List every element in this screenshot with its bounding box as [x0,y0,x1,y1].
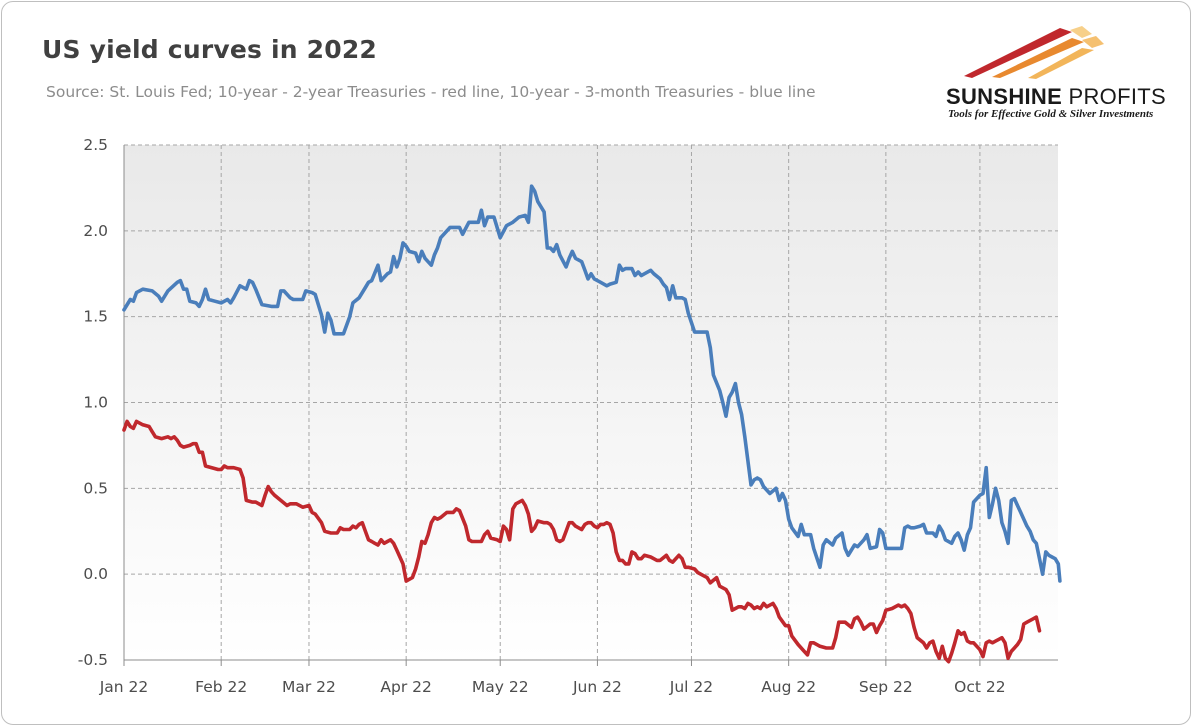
x-tick-label: Jan 22 [99,678,149,696]
series-group [122,184,1062,664]
y-tick-label: 0.0 [83,565,108,583]
logo-swoosh-gold-tip-2 [1082,36,1104,48]
y-tick-label: -0.5 [78,651,108,669]
x-tick-label: May 22 [472,678,529,696]
x-tick-label: Aug 22 [761,678,816,696]
logo-swoosh-gold-tip [1070,26,1092,38]
x-tick-label: Apr 22 [380,678,431,696]
x-tick-label: Jul 22 [669,678,713,696]
logo-name-bold: SUNSHINE [946,84,1063,109]
logo-swoosh-red [964,28,1072,78]
y-tick-label: 0.5 [83,479,108,497]
axes: 2.5 2.0 1.5 1.0 0.5 0.0 -0.5 Jan 22 Feb 22 Mar 22… [78,136,1058,696]
chart-subtitle: Source: St. Louis Fed; 10-year - 2-year … [46,83,816,101]
y-tick-label: 1.5 [83,308,108,326]
logo-name-regular: PROFITS [1068,84,1166,109]
gridlines [124,144,1058,661]
logo-tagline: Tools for Effective Gold & Silver Invest… [948,108,1154,120]
sunshine-profits-logo: SUNSHINE PROFITS Tools for Effective Gol… [932,20,1182,130]
logo-swoosh-orange [992,38,1084,78]
series-line-10y-3m [122,184,1062,583]
y-tick-label: 2.0 [83,222,108,240]
logo-name: SUNSHINE PROFITS [946,84,1166,110]
x-tick-label: Sep 22 [859,678,913,696]
logo-swoosh-gold [1028,48,1094,79]
chart-title: US yield curves in 2022 [42,35,378,64]
x-tick-label: Oct 22 [954,678,1005,696]
series-line-10y-2y [122,419,1042,664]
x-tick-label: Feb 22 [195,678,247,696]
x-tick-label: Jun 22 [572,678,622,696]
y-tick-label: 1.0 [83,394,108,412]
y-tick-label: 2.5 [83,136,108,154]
logo-swoosh-icon [964,26,1104,79]
x-tick-label: Mar 22 [282,678,336,696]
